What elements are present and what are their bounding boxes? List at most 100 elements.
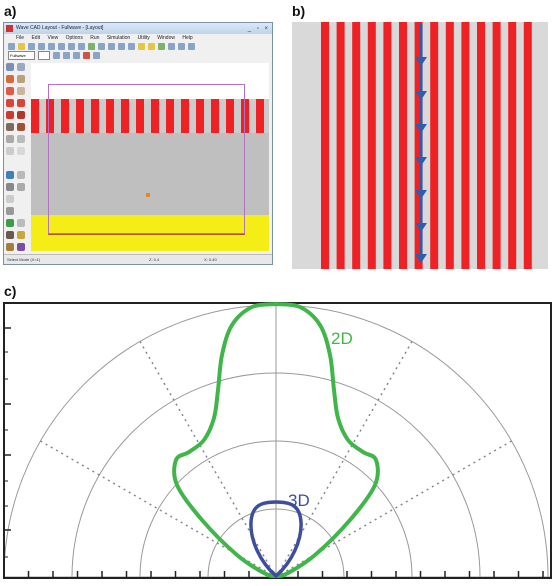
rect-tool-icon[interactable] (6, 135, 14, 143)
zoom-out-icon[interactable] (108, 43, 115, 50)
grating-stripe (196, 99, 204, 133)
panel-label-c: c) (4, 283, 17, 299)
status-x: X: 0.40 (204, 257, 217, 262)
text-tool-icon[interactable] (6, 147, 14, 155)
waveguide-tool-icon[interactable] (6, 87, 14, 95)
substrate-region (31, 133, 269, 215)
window-title: Wave CAD Layout - Fullwave - [Layout] (16, 25, 104, 31)
export-icon[interactable] (188, 43, 195, 50)
zoom-in-icon[interactable] (98, 43, 105, 50)
sbend-tool-icon[interactable] (17, 99, 25, 107)
zoom-tool-icon[interactable] (17, 63, 25, 71)
layer-icon[interactable] (138, 43, 145, 50)
align-icon[interactable] (118, 43, 125, 50)
grating-stripe (181, 99, 189, 133)
probe-tool-icon[interactable] (17, 183, 25, 191)
monitor-icon[interactable] (168, 43, 175, 50)
cad-window: Wave CAD Layout - Fullwave - [Layout] _ … (3, 22, 273, 265)
menu-file[interactable]: File (16, 35, 25, 41)
run-icon[interactable] (148, 43, 155, 50)
open-folder-icon[interactable] (18, 43, 25, 50)
polygon-tool-icon[interactable] (6, 123, 14, 131)
save-icon[interactable] (28, 43, 35, 50)
select-tool-icon[interactable] (6, 63, 14, 71)
arc-tool-icon[interactable] (17, 75, 25, 83)
status-bar: Select Mode (X=1) Z: 0.4 X: 0.40 (4, 254, 272, 264)
arrow-head-icon (415, 254, 427, 263)
menu-utility[interactable]: Utility (137, 35, 150, 41)
grating-stripe (76, 99, 84, 133)
grating-stripe (492, 22, 501, 269)
menu-simulation[interactable]: Simulation (106, 35, 131, 41)
rotate-icon[interactable] (128, 43, 135, 50)
draw-rect-icon[interactable] (63, 52, 70, 59)
label-tool-icon[interactable] (17, 147, 25, 155)
grating-stripe (121, 99, 129, 133)
source-icon[interactable] (83, 52, 90, 59)
polar-grid (3, 302, 552, 579)
globe-tool-icon[interactable] (6, 171, 14, 179)
region-tool-icon[interactable] (17, 123, 25, 131)
arrow-head-icon (415, 190, 427, 199)
curve-label-2d: 2D (331, 329, 353, 348)
grating-stripe (352, 22, 361, 269)
grating-stripe (508, 22, 517, 269)
grating-stripe (91, 99, 99, 133)
menu-edit[interactable]: Edit (31, 35, 41, 41)
export-tool-icon[interactable] (6, 243, 14, 251)
material-tool-icon[interactable] (17, 231, 25, 239)
ellipse-tool-icon[interactable] (17, 111, 25, 119)
bend-tool-icon[interactable] (6, 99, 14, 107)
person-tool-icon[interactable] (6, 195, 14, 203)
grating-stripe (430, 22, 439, 269)
plot-icon[interactable] (178, 43, 185, 50)
draw-arc-icon[interactable] (73, 52, 80, 59)
circle-tool-icon[interactable] (6, 111, 14, 119)
title-bar: Wave CAD Layout - Fullwave - [Layout] _ … (4, 23, 272, 34)
script-tool-icon[interactable] (17, 243, 25, 251)
grating-stripe (445, 22, 454, 269)
grating-stripe (151, 99, 159, 133)
window-controls[interactable]: _ ▫ × (247, 26, 270, 32)
blank-tool-icon[interactable] (17, 219, 25, 227)
grating-stripe (211, 99, 219, 133)
cut-icon[interactable] (38, 43, 45, 50)
new-file-icon[interactable] (8, 43, 15, 50)
simulation-domain-outline[interactable] (48, 84, 245, 234)
grid-tool-icon[interactable] (17, 171, 25, 179)
menu-view[interactable]: View (47, 35, 59, 41)
pathway-icon[interactable] (93, 52, 100, 59)
status-z: Z: 0.4 (149, 257, 160, 262)
redo-icon[interactable] (78, 43, 85, 50)
grating-stripe (461, 22, 470, 269)
simulate-icon[interactable] (158, 43, 165, 50)
menu-window[interactable]: Window (157, 35, 175, 41)
arrow-head-icon (415, 124, 427, 133)
paste-icon[interactable] (58, 43, 65, 50)
taper-tool-icon[interactable] (17, 87, 25, 95)
draw-line-icon[interactable] (53, 52, 60, 59)
monitor-tool-icon[interactable] (6, 183, 14, 191)
menu-options[interactable]: Options (65, 35, 83, 41)
grating-svg (321, 22, 532, 269)
panel-label-b: b) (292, 3, 306, 19)
profile-select[interactable] (38, 51, 50, 60)
menu-run[interactable]: Run (90, 35, 100, 41)
grating-stripe (106, 99, 114, 133)
square-tool-icon[interactable] (17, 135, 25, 143)
layer-select[interactable]: Fullwave (8, 51, 35, 60)
source-point[interactable] (146, 193, 150, 197)
grid-icon[interactable] (88, 43, 95, 50)
array-tool-icon[interactable] (6, 207, 14, 215)
layout-canvas[interactable] (31, 63, 269, 251)
layer-tool-icon[interactable] (6, 231, 14, 239)
grating-stripes (31, 99, 269, 133)
line-tool-icon[interactable] (6, 75, 14, 83)
grating-stripe (414, 22, 423, 269)
undo-icon[interactable] (68, 43, 75, 50)
menu-help[interactable]: Help (182, 35, 193, 41)
cross-tool-icon[interactable] (6, 219, 14, 227)
grating-stripe (256, 99, 264, 133)
secondary-toolbar: Fullwave (4, 51, 272, 60)
copy-icon[interactable] (48, 43, 55, 50)
